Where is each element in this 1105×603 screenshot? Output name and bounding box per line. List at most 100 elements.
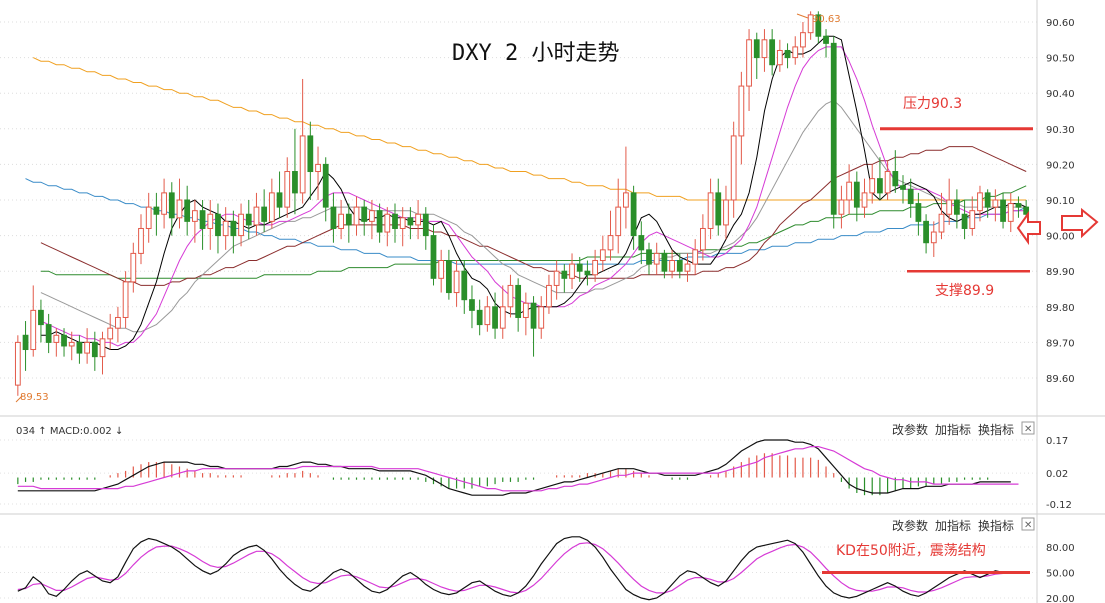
close-panel-button[interactable]: [1021, 517, 1035, 531]
macd-tick-label: -0.12: [1046, 500, 1072, 511]
price-axis: 90.60 90.50 90.40 90.30 90.20 90.10 90.00 89.90…: [1046, 18, 1075, 385]
candle-body: [723, 199, 729, 226]
price-tick-label: 90.20: [1046, 160, 1075, 171]
candle-body: [738, 85, 745, 137]
price-tick-label: 90.40: [1046, 89, 1075, 100]
candle-body: [199, 210, 206, 229]
low-mark: 89.53: [20, 392, 49, 403]
high-mark: 90.63: [812, 14, 841, 25]
candle-body: [107, 327, 114, 340]
kd-note: KD在50附近，震荡结构: [836, 543, 986, 559]
change-params-button[interactable]: 改参数: [892, 518, 928, 533]
candle-body: [923, 220, 929, 244]
candle-body: [561, 270, 568, 279]
close-panel-button[interactable]: [1021, 421, 1035, 435]
candle-body: [53, 334, 60, 343]
candle-body: [299, 135, 306, 194]
change-params-button[interactable]: 改参数: [892, 422, 928, 437]
candle-body: [369, 210, 375, 222]
candle-body: [330, 206, 337, 229]
candle-body: [445, 260, 452, 294]
candle-body: [322, 163, 329, 208]
candle-body: [476, 309, 483, 326]
candle-body: [815, 14, 822, 37]
swap-indicator-button[interactable]: 换指标: [978, 422, 1014, 437]
add-indicator-button[interactable]: 加指标: [935, 518, 971, 533]
candle-body: [376, 210, 383, 233]
candle-body: [946, 199, 953, 215]
candle-body: [415, 213, 421, 226]
candle-body: [461, 270, 468, 301]
candle-body: [422, 213, 429, 237]
candle-body: [584, 270, 591, 276]
macd-panel: 0.17 0.02 -0.12: [0, 436, 1072, 511]
candle-body: [138, 227, 144, 254]
arrow-right-icon: [1061, 207, 1099, 239]
candle-body: [761, 39, 768, 59]
candle-body: [753, 39, 760, 59]
kd-panel: 80.00 50.00 20.00: [0, 536, 1075, 603]
candle-body: [238, 213, 244, 237]
swap-indicator-button[interactable]: 换指标: [978, 518, 1014, 533]
candle-body: [268, 192, 275, 222]
candle-body: [676, 260, 683, 272]
candle-body: [892, 171, 899, 187]
candle-body: [292, 171, 298, 194]
low-mark-pointer: [15, 395, 23, 403]
price-tick-label: 90.30: [1046, 125, 1075, 136]
candle-body: [30, 309, 37, 351]
high-mark-pointer: [796, 13, 809, 19]
candle-body: [507, 284, 514, 308]
candle-body: [276, 192, 283, 208]
candle-body: [877, 178, 883, 194]
kd-k-line: [17, 536, 1004, 601]
candle-body: [245, 213, 252, 226]
add-indicator-button[interactable]: 加指标: [935, 422, 971, 437]
candle-body: [623, 192, 629, 208]
candle-body: [284, 171, 291, 208]
candle-body: [1023, 206, 1030, 215]
candle-body: [222, 220, 229, 237]
support-label: 支撑89.9: [935, 283, 994, 299]
candle-body: [553, 270, 560, 286]
candle-body: [953, 199, 960, 215]
candle-body: [784, 49, 791, 59]
candle-body: [230, 220, 237, 237]
moving-averages: [25, 35, 1027, 350]
candle-body: [338, 213, 345, 229]
levels: [880, 127, 1033, 273]
candle-body: [1007, 203, 1014, 222]
candle-body: [345, 213, 352, 226]
candle-body: [807, 14, 814, 34]
candle-body: [638, 235, 645, 251]
kd-d-line: [17, 542, 1004, 594]
candle-body: [115, 316, 121, 329]
candle-body: [522, 302, 529, 318]
candle-body: [469, 299, 475, 311]
candle-body: [730, 135, 737, 201]
candle-body: [661, 252, 668, 272]
candle-body: [823, 35, 829, 44]
candle-body: [215, 213, 221, 237]
candle-body: [769, 39, 776, 66]
candle-body: [576, 263, 583, 272]
price-tick-label: 89.70: [1046, 338, 1075, 349]
candle-body: [915, 203, 922, 222]
candle-body: [22, 334, 29, 351]
arrow-left-icon: [1016, 210, 1041, 246]
candle-body: [746, 39, 752, 87]
candle-body: [569, 263, 575, 279]
ma250-line: [32, 57, 1027, 201]
candle-body: [984, 192, 991, 208]
candle-body: [122, 281, 129, 318]
price-tick-label: 90.60: [1046, 18, 1075, 29]
candle-body: [800, 32, 806, 48]
candle-body: [61, 334, 67, 347]
candle-body: [938, 213, 945, 233]
candle-body: [546, 284, 552, 308]
candle-body: [699, 227, 706, 251]
candle-body: [99, 338, 106, 358]
candle-body: [715, 192, 722, 226]
candle-body: [969, 210, 976, 229]
